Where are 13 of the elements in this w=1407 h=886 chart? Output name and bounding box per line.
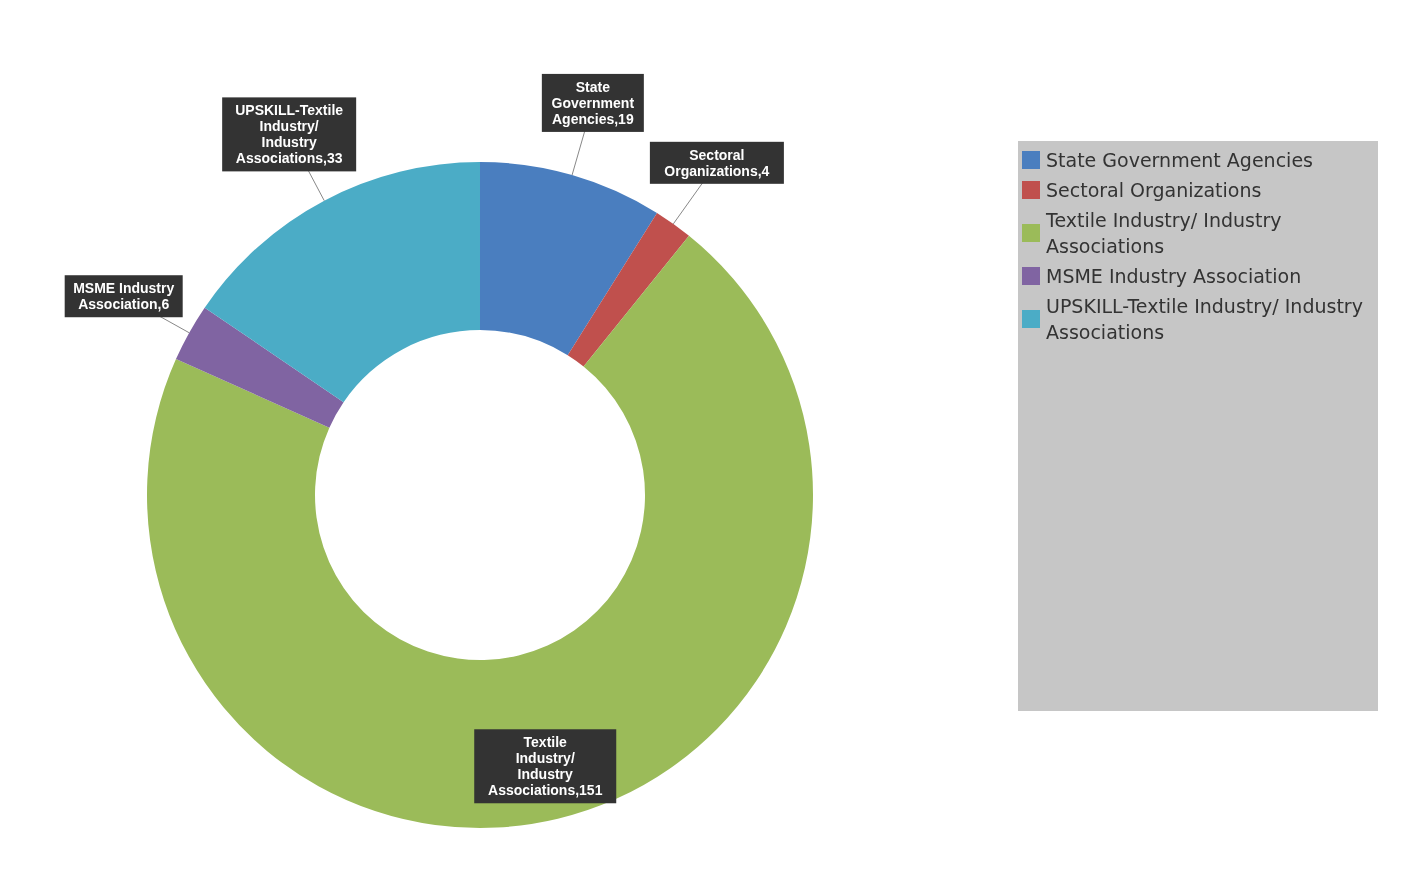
legend-label: UPSKILL-Textile Industry/ Industry Associations bbox=[1046, 294, 1364, 345]
donut-slice bbox=[175, 307, 344, 428]
data-label: Sectoral Organizations,4 bbox=[664, 146, 770, 179]
data-label: Textile Industry/ Industry Associations,151 bbox=[488, 734, 603, 799]
legend-label: Textile Industry/ Industry Associations bbox=[1046, 208, 1283, 259]
data-label: MSME Industry Association,6 bbox=[73, 280, 175, 313]
data-label: State Government Agencies,19 bbox=[551, 78, 635, 127]
legend-label: Sectoral Organizations bbox=[1046, 178, 1262, 203]
legend-label: MSME Industry Association bbox=[1046, 264, 1302, 289]
legend-label: State Government Agencies bbox=[1046, 148, 1313, 173]
donut-slice bbox=[567, 212, 689, 367]
donut-slice bbox=[480, 162, 658, 356]
data-label: UPSKILL-Textile Industry/ Industry Associations,33 bbox=[235, 102, 344, 167]
